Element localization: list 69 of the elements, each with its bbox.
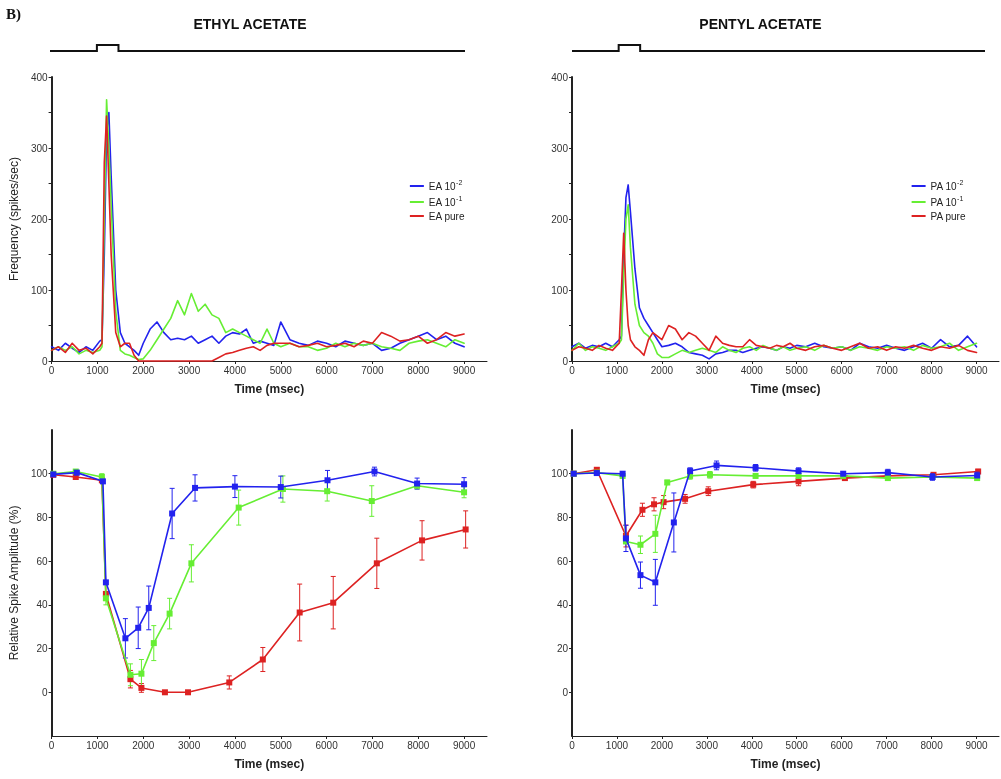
x-tick-label: 9000 [452, 739, 476, 751]
x-tick-label: 1000 [605, 739, 629, 751]
x-tick-label: 7000 [875, 739, 899, 751]
x-tick-label: 9000 [965, 364, 989, 376]
x-axis-title: Time (msec) [234, 382, 305, 396]
x-tick-label: 6000 [830, 739, 854, 751]
y-tick-label: 300 [551, 142, 569, 154]
y-tick-label: 0 [42, 686, 49, 698]
x-axis-title: Time (msec) [234, 757, 305, 771]
x-tick-label: 3000 [177, 739, 201, 751]
x-tick-label: 4000 [223, 739, 247, 751]
y-tick-label: 200 [551, 213, 569, 225]
x-tick-label: 6000 [315, 739, 339, 751]
chart-title: ETHYL ACETATE [193, 16, 307, 32]
y-tick-label: 0 [562, 686, 569, 698]
x-tick-label: 8000 [407, 739, 430, 751]
x-tick-label: 7000 [361, 364, 384, 376]
y-tick-label: 300 [30, 142, 49, 154]
x-tick-label: 8000 [920, 739, 944, 751]
y-tick-label: 60 [36, 555, 49, 567]
x-tick-label: 5000 [785, 364, 809, 376]
x-tick-label: 4000 [223, 364, 247, 376]
y-tick-label: 40 [36, 599, 49, 611]
x-tick-label: 2000 [132, 739, 155, 751]
x-tick-label: 7000 [875, 364, 899, 376]
x-tick-label: 7000 [361, 739, 384, 751]
chart-title: PENTYL ACETATE [699, 16, 822, 32]
y-tick-label: 400 [551, 71, 569, 83]
y-tick-label: 400 [30, 71, 49, 83]
y-tick-label: 80 [556, 511, 569, 523]
x-tick-label: 9000 [965, 739, 989, 751]
x-axis-title: Time (msec) [750, 757, 821, 771]
y-tick-label: 100 [30, 468, 49, 480]
x-axis-title: Time (msec) [750, 382, 821, 396]
y-tick-label: 100 [30, 284, 49, 296]
x-tick-label: 4000 [740, 364, 764, 376]
y-tick-label: 100 [551, 468, 569, 480]
y-tick-label: 20 [556, 643, 569, 655]
x-tick-label: 1000 [605, 364, 629, 376]
x-tick-label: 2000 [132, 364, 155, 376]
y-axis-title: Relative Spike Amplitude (%) [7, 505, 21, 661]
y-tick-label: 200 [30, 213, 49, 225]
x-tick-label: 8000 [407, 364, 430, 376]
x-tick-label: 4000 [740, 739, 764, 751]
x-tick-label: 5000 [785, 739, 809, 751]
y-tick-label: 100 [551, 284, 569, 296]
y-tick-label: 0 [42, 355, 49, 367]
y-axis-title: Frequency (spikes/sec) [7, 156, 21, 282]
x-tick-label: 3000 [177, 364, 201, 376]
x-tick-label: 1000 [86, 364, 109, 376]
x-tick-label: 9000 [452, 364, 476, 376]
y-tick-label: 60 [556, 555, 569, 567]
legend-label: PA pure [930, 210, 966, 222]
x-tick-label: 8000 [920, 364, 944, 376]
y-tick-label: 80 [36, 511, 49, 523]
y-tick-label: 40 [556, 599, 569, 611]
legend-label: EA pure [428, 210, 465, 222]
x-tick-label: 1000 [86, 739, 109, 751]
x-tick-label: 3000 [695, 364, 719, 376]
y-tick-label: 0 [562, 355, 569, 367]
x-tick-label: 2000 [650, 739, 674, 751]
text: B) [6, 5, 21, 23]
x-tick-label: 2000 [650, 364, 674, 376]
x-tick-label: 5000 [269, 739, 293, 751]
x-tick-label: 6000 [315, 364, 339, 376]
x-tick-label: 6000 [830, 364, 854, 376]
x-tick-label: 3000 [695, 739, 719, 751]
x-tick-label: 5000 [269, 364, 293, 376]
y-tick-label: 20 [36, 643, 49, 655]
